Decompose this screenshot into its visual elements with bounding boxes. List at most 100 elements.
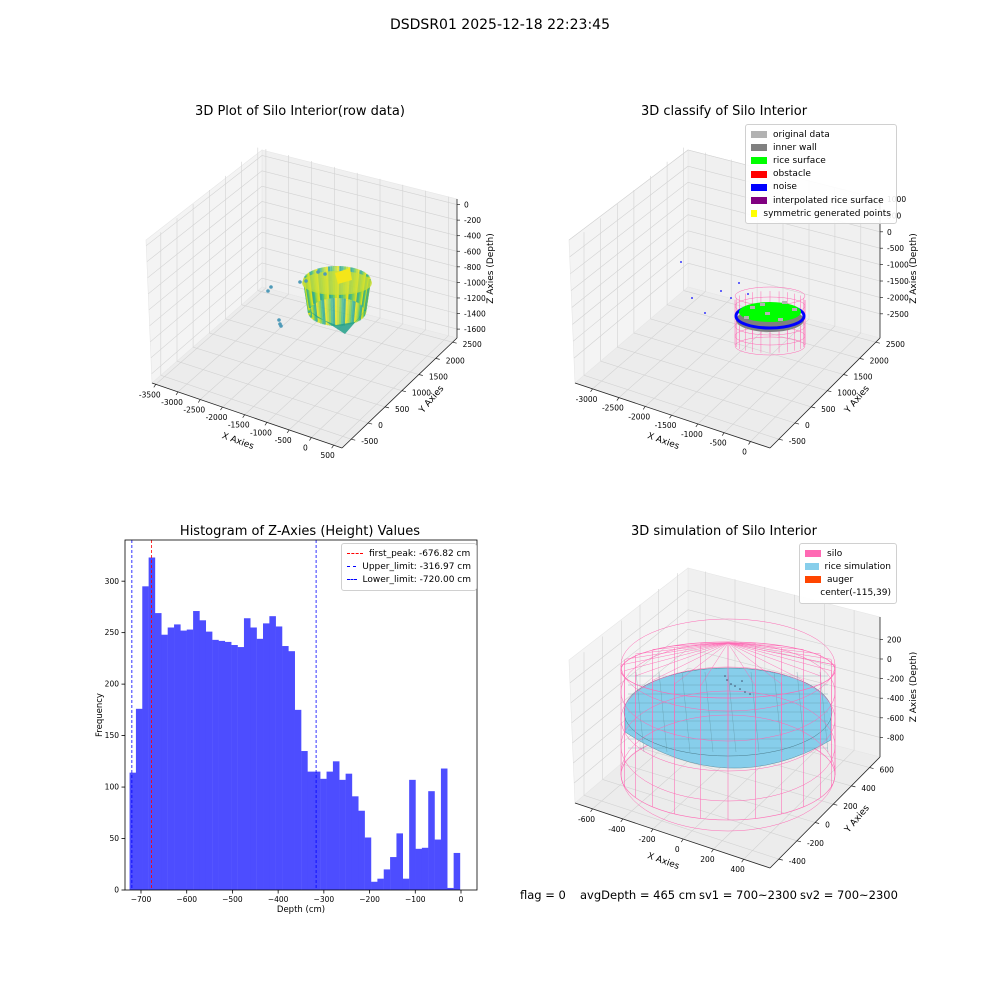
- z-gridline: [150, 262, 458, 359]
- legend-swatch: [751, 157, 767, 165]
- z-gridline: [146, 170, 458, 262]
- x-tick: [748, 441, 751, 445]
- auger-point: [734, 685, 736, 687]
- x-tick: [741, 859, 744, 863]
- auger-point: [744, 691, 746, 693]
- histogram-bar: [199, 620, 207, 890]
- raw-outlier-point: [316, 270, 320, 274]
- legend-line: [347, 553, 363, 555]
- z-gridline: [147, 185, 458, 279]
- silo-ring: [620, 642, 836, 742]
- original-data-patch: [792, 308, 797, 311]
- x-tick-label: -1500: [655, 421, 677, 430]
- histogram-bar: [307, 771, 315, 890]
- x-tick-label: -2500: [183, 406, 205, 415]
- histogram-bar: [256, 638, 264, 890]
- y-tick: [452, 341, 457, 344]
- legend-label: obstacle: [773, 169, 811, 180]
- y-gridline: [633, 190, 828, 391]
- x-tick-label: −400: [268, 895, 289, 904]
- y-gridline: [160, 232, 352, 440]
- legend-label: first_peak: -676.82 cm: [369, 548, 471, 559]
- legend-swatch: [751, 144, 767, 152]
- z-tick-label: 0: [887, 655, 892, 664]
- y-gridline: [257, 147, 453, 343]
- raw-point-highlight: [335, 268, 352, 284]
- z-tick-label: -200: [887, 675, 904, 684]
- y-tick-label: 1500: [853, 373, 872, 382]
- y-gridline: [616, 204, 812, 408]
- y-gridline: [209, 190, 402, 391]
- silo-ring: [620, 618, 836, 712]
- histogram-bar: [364, 837, 372, 890]
- silo-roof-wire: [727, 642, 836, 666]
- footer-flag: flag = 0: [520, 888, 566, 902]
- y-tick-label: 200: [843, 802, 858, 811]
- x-gridline: [697, 180, 810, 425]
- legend-item-first-peak: first_peak: -676.82 cm: [347, 547, 471, 560]
- histogram-axes: −700 −600 −500 −400 −300 −200 −100 0 0 50 100 150 20…: [95, 539, 478, 915]
- y-tick-label: 1500: [429, 373, 448, 382]
- z-tick-label: -2000: [887, 293, 909, 302]
- x-tick: [711, 848, 714, 853]
- legend-swatch: [805, 576, 821, 584]
- legend-item-inner-wall: inner wall: [751, 141, 891, 154]
- silo-roof-wire: [635, 642, 729, 677]
- x-tick-label: -2500: [602, 404, 624, 413]
- raw-point-strand: [342, 293, 347, 326]
- x-tick-label: 200: [700, 855, 715, 864]
- y-tick-label: 250: [105, 628, 120, 637]
- x-tick: [220, 406, 223, 411]
- raw-outlier-point: [304, 279, 308, 283]
- histogram-bar: [224, 641, 232, 890]
- legend-item-symmetric: symmetric generated points: [751, 207, 891, 220]
- silo-ring: [620, 690, 836, 802]
- z-tick-label: -800: [887, 733, 904, 742]
- x-tick: [669, 414, 672, 419]
- histogram-bar: [167, 627, 175, 890]
- plot2-title: 3D classify of Silo Interior: [640, 104, 808, 119]
- histogram-bar: [218, 640, 226, 890]
- x-tick-label: -500: [710, 439, 727, 448]
- z-gridline: [571, 628, 881, 724]
- histogram-bar: [428, 791, 435, 890]
- x-tick: [175, 391, 179, 396]
- raw-point-cloud: [266, 266, 372, 334]
- histogram-bar: [282, 646, 289, 890]
- legend-line: [347, 579, 357, 581]
- legend-swatch: [805, 590, 814, 597]
- plot4-title: 3D simulation of Silo Interior: [631, 524, 817, 539]
- legend-item-rice-simulation: rice simulation: [805, 560, 891, 573]
- y-tick-label: 2000: [446, 356, 465, 365]
- legend-label: original data: [773, 129, 830, 140]
- x-tick: [590, 808, 593, 813]
- z-tick-label: -400: [887, 694, 904, 703]
- z-gridline: [151, 277, 458, 375]
- silo-roof-wire: [635, 642, 729, 655]
- legend-label: center(-115,39): [820, 588, 891, 599]
- y-tick-label: 50: [109, 834, 119, 843]
- legend-label: rice simulation: [824, 561, 891, 572]
- z-gridline: [148, 201, 458, 295]
- auger-point: [741, 680, 743, 682]
- histogram-bar: [396, 833, 403, 890]
- y-gridline: [241, 161, 436, 359]
- silo-roof-wire: [727, 642, 782, 685]
- silo-roof-wire: [727, 642, 821, 677]
- x-tick-label: -2000: [206, 413, 228, 422]
- plot1-title: 3D Plot of Silo Interior(row data): [195, 104, 405, 119]
- noise-point: [738, 282, 740, 284]
- z-gridline: [572, 230, 881, 325]
- x-tick: [309, 437, 312, 441]
- x-tick-label: −600: [176, 895, 197, 904]
- y-tick: [351, 438, 356, 441]
- y-gridline: [639, 604, 834, 805]
- y-tick: [778, 438, 783, 441]
- x-tick-label: -400: [608, 825, 625, 834]
- y-tick-label: 150: [105, 731, 120, 740]
- histogram-bar: [288, 651, 295, 890]
- x-gridline: [177, 155, 290, 393]
- y-tick: [796, 840, 802, 843]
- histogram-bar: [345, 773, 353, 890]
- silo-roof-wire: [727, 642, 804, 681]
